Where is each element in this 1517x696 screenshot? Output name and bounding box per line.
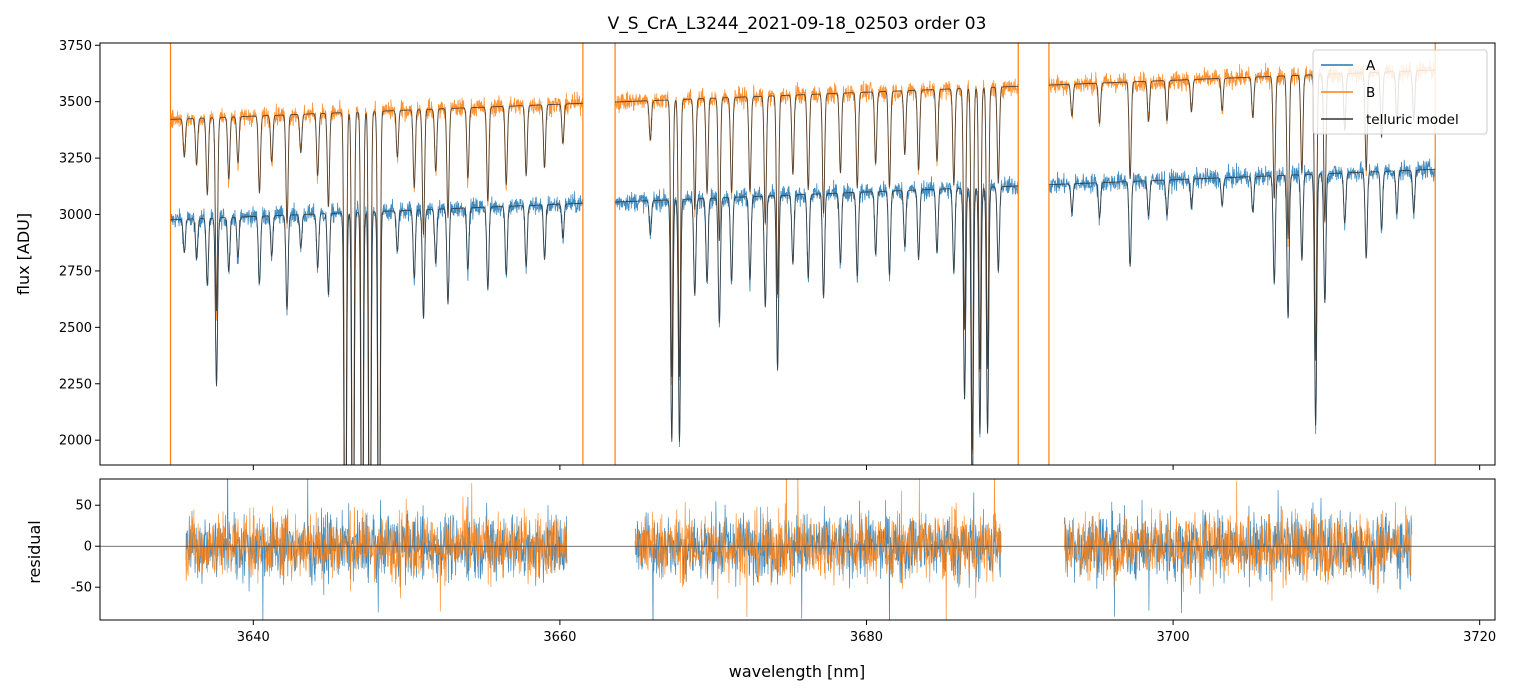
chart-title: V_S_CrA_L3244_2021-09-18_02503 order 03 <box>608 14 987 34</box>
top-y-tick-label: 3250 <box>59 152 92 167</box>
legend: A B telluric model <box>1312 49 1488 135</box>
top-y-tick-label: 2000 <box>59 434 92 449</box>
top-y-tick-label: 2250 <box>59 377 92 392</box>
telluric-model-line-a <box>170 168 1436 465</box>
legend-box <box>1312 49 1488 135</box>
bottom-panel: -50 0 50 3640 3660 3680 3700 3720 residual wav… <box>25 478 1496 681</box>
bottom-x-tick-label: 3640 <box>237 630 270 645</box>
top-y-axis-label: flux [ADU] <box>14 213 33 295</box>
bottom-plot-area <box>100 479 1495 620</box>
bottom-y-tick-label: 50 <box>75 499 92 514</box>
top-y-tick-label: 2500 <box>59 321 92 336</box>
top-x-axis-ticks <box>252 465 1481 470</box>
bottom-y-tick-label: -50 <box>71 581 92 596</box>
legend-label-b: B <box>1366 85 1375 101</box>
bottom-y-axis-label: residual <box>25 520 44 583</box>
residual-b-line <box>185 479 1413 620</box>
top-axes-frame <box>99 42 1496 466</box>
bottom-x-axis: 3640 3660 3680 3700 3720 <box>237 620 1496 645</box>
top-panel: 2000 2250 2500 2750 3000 3250 3500 3750 flux [A… <box>14 39 1496 470</box>
bottom-x-tick-label: 3680 <box>850 630 883 645</box>
bottom-y-tick-label: 0 <box>84 540 92 555</box>
top-y-tick-label: 3000 <box>59 208 92 223</box>
bottom-x-tick-label: 3720 <box>1463 630 1496 645</box>
top-y-tick-label: 3750 <box>59 39 92 54</box>
bottom-y-axis: -50 0 50 <box>71 499 100 596</box>
legend-label-telluric-model: telluric model <box>1366 112 1459 128</box>
top-y-tick-label: 2750 <box>59 264 92 279</box>
top-y-axis: 2000 2250 2500 2750 3000 3250 3500 3750 <box>59 39 100 449</box>
legend-label-a: A <box>1366 58 1376 74</box>
top-plot-area <box>169 43 1436 465</box>
bottom-x-tick-label: 3700 <box>1157 630 1190 645</box>
bottom-x-tick-label: 3660 <box>543 630 576 645</box>
x-axis-label: wavelength [nm] <box>729 662 866 681</box>
top-y-tick-label: 3500 <box>59 95 92 110</box>
bottom-axes-frame <box>99 478 1496 621</box>
